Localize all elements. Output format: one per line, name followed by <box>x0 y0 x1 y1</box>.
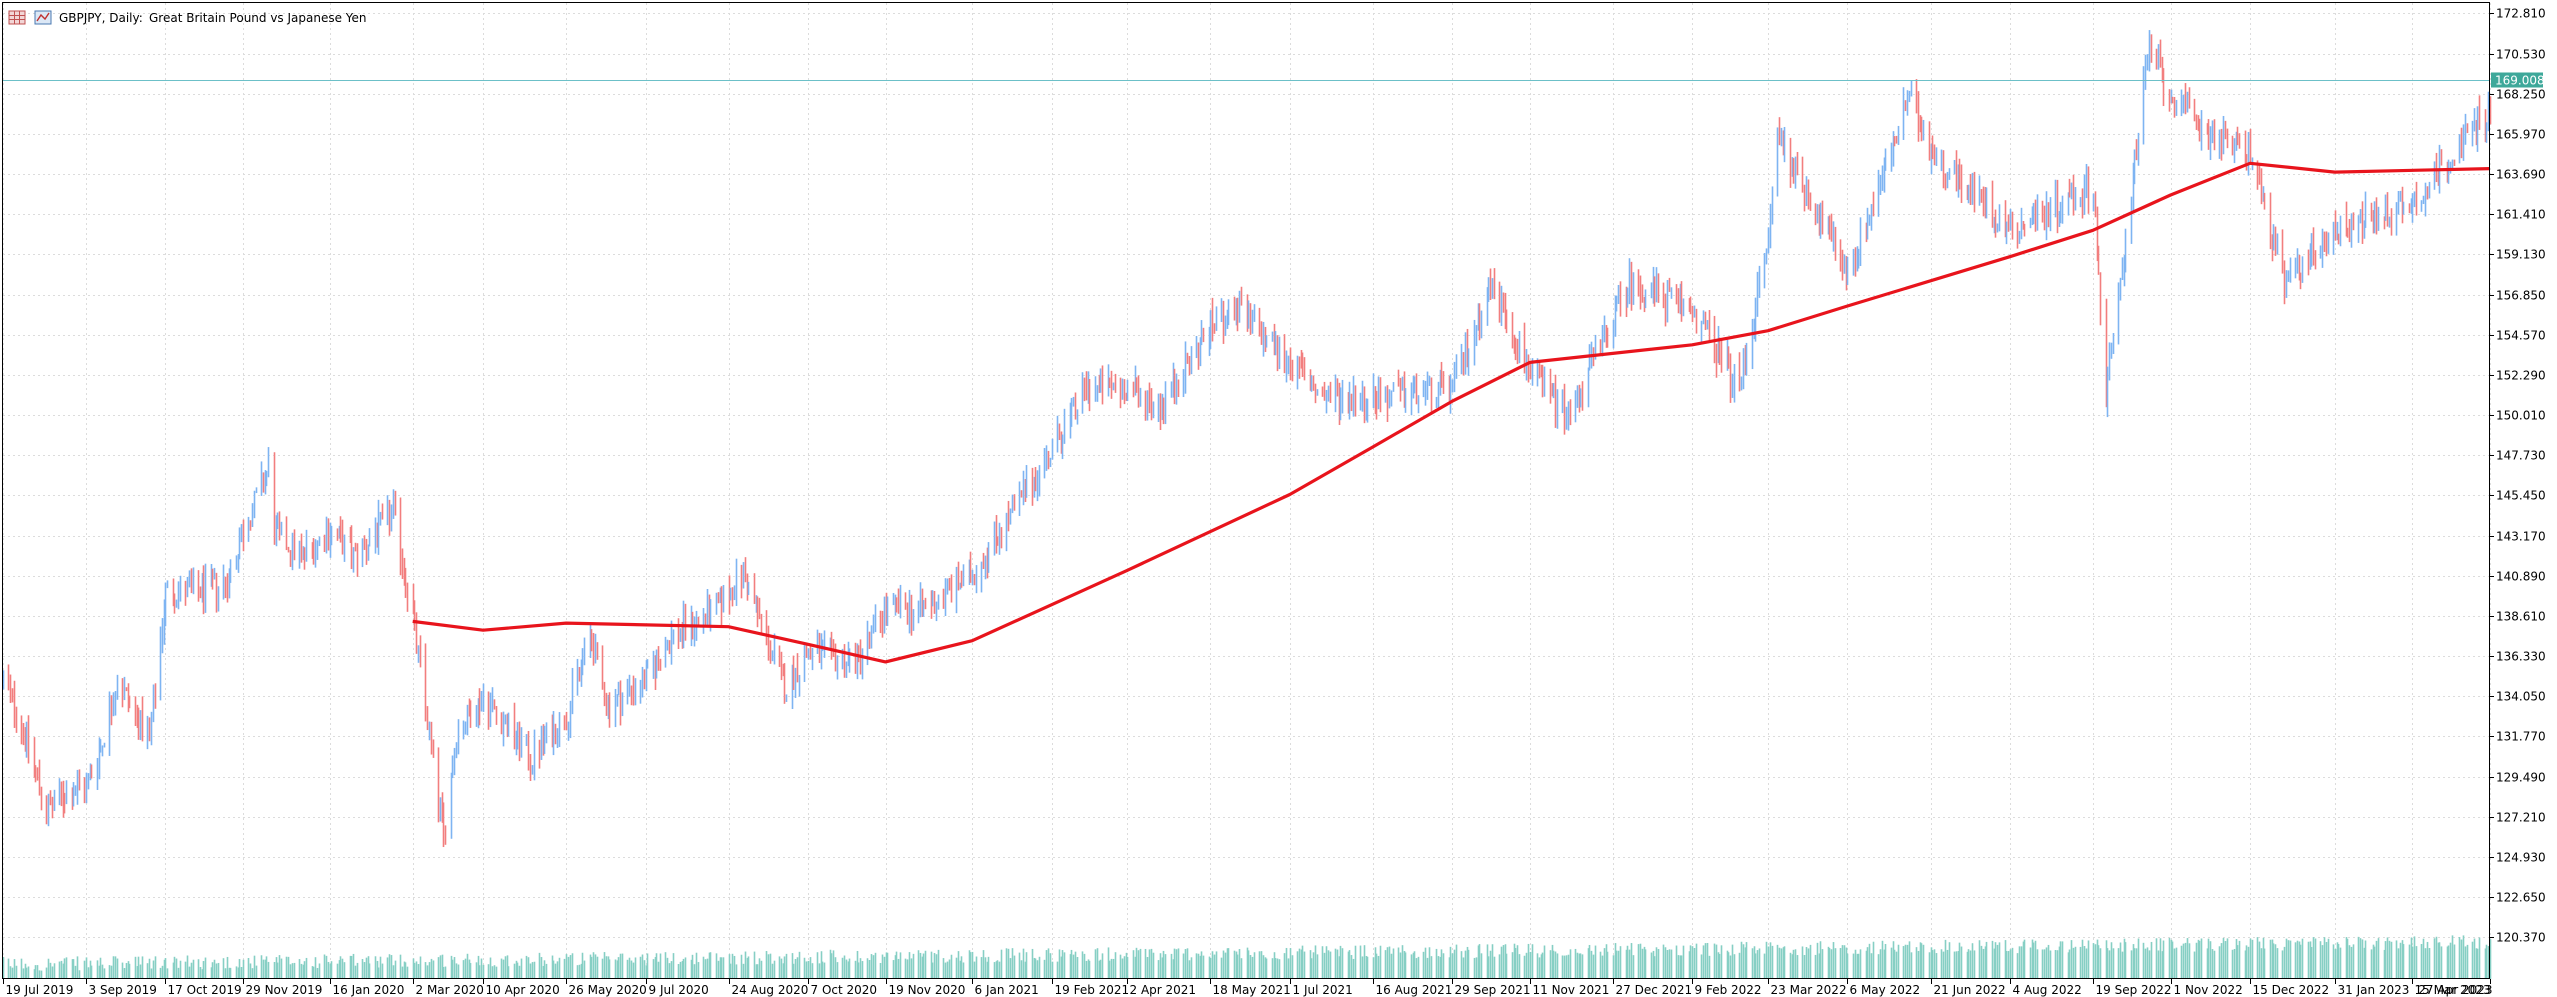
x-tick-label: 21 Jun 2022 <box>1934 983 2006 997</box>
y-tick-label: 134.050 <box>2496 690 2546 704</box>
x-tick-label: 16 Aug 2021 <box>1376 983 1453 997</box>
y-tick-label: 143.170 <box>2496 530 2546 544</box>
x-tick-label: 9 Feb 2022 <box>1695 983 1762 997</box>
x-tick-label: 19 Sep 2022 <box>2096 983 2172 997</box>
x-tick-label: 7 Oct 2020 <box>811 983 878 997</box>
y-tick-label: 159.130 <box>2496 248 2546 262</box>
volume-histogram <box>2 935 2492 979</box>
bid-price-tag: 169.008 <box>2491 72 2545 88</box>
y-tick-label: 170.530 <box>2496 48 2546 62</box>
y-tick-label: 168.250 <box>2496 88 2546 102</box>
y-tick-label: 145.450 <box>2496 489 2546 503</box>
price-bars <box>2 30 2492 848</box>
x-tick-label: 19 Nov 2020 <box>889 983 966 997</box>
y-tick-label: 140.890 <box>2496 570 2546 584</box>
x-tick-label: 2 Mar 2020 <box>416 983 484 997</box>
plot-frame <box>2 2 2490 979</box>
y-tick-label: 120.370 <box>2496 931 2546 945</box>
moving-average <box>412 161 2491 664</box>
x-tick-label: 3 Sep 2019 <box>89 983 157 997</box>
x-tick-label: 26 May 2020 <box>569 983 647 997</box>
y-tick-label: 154.570 <box>2496 329 2546 343</box>
x-tick-label: 31 Jan 2023 <box>2338 983 2410 997</box>
x-tick-label: 27 Apr 2023 <box>2418 983 2492 997</box>
x-tick-label: 10 Apr 2020 <box>486 983 560 997</box>
price-axis: 172.810 170.530 168.250 165.970 163.690 161.4… <box>2490 7 2546 945</box>
y-tick-label: 161.410 <box>2496 208 2546 222</box>
y-tick-label: 131.770 <box>2496 730 2546 744</box>
y-tick-label: 172.810 <box>2496 7 2546 21</box>
x-tick-label: 19 Feb 2021 <box>1055 983 1130 997</box>
x-tick-label: 15 Mar 2023 <box>2415 983 2491 997</box>
one-click-trading-icon[interactable] <box>34 10 52 25</box>
x-tick-label: 6 Jan 2021 <box>975 983 1039 997</box>
y-tick-label: 163.690 <box>2496 168 2546 182</box>
x-tick-label: 9 Jul 2020 <box>649 983 709 997</box>
y-tick-label: 138.610 <box>2496 610 2546 624</box>
x-tick-label: 18 May 2021 <box>1213 983 1291 997</box>
chart-properties-icon[interactable] <box>8 10 26 25</box>
x-tick-label: 16 Jan 2020 <box>333 983 405 997</box>
x-tick-label: 19 Jul 2019 <box>6 983 74 997</box>
y-tick-label: 129.490 <box>2496 771 2546 785</box>
x-tick-label: 17 Oct 2019 <box>168 983 242 997</box>
x-tick-label: 1 Jul 2021 <box>1293 983 1353 997</box>
x-tick-label: 24 Aug 2020 <box>732 983 809 997</box>
y-tick-label: 136.330 <box>2496 650 2546 664</box>
y-tick-label: 156.850 <box>2496 289 2546 303</box>
x-tick-label: 15 Dec 2022 <box>2253 983 2330 997</box>
time-axis: 19 Jul 2019 3 Sep 2019 17 Oct 2019 29 Nov 2… <box>3 979 2493 997</box>
x-tick-label: 29 Sep 2021 <box>1455 983 1531 997</box>
symbol-timeframe-label: GBPJPY, Daily: <box>59 11 143 25</box>
chart-title-bar: GBPJPY, Daily: Great Britain Pound vs Ja… <box>8 10 367 25</box>
x-tick-label: 27 Dec 2021 <box>1616 983 1693 997</box>
x-tick-label: 23 Mar 2022 <box>1771 983 1847 997</box>
y-tick-label: 152.290 <box>2496 369 2546 383</box>
x-tick-label: 4 Aug 2022 <box>2013 983 2082 997</box>
y-tick-label: 127.210 <box>2496 811 2546 825</box>
moving-average-line <box>412 161 2491 664</box>
x-tick-label: 11 Nov 2021 <box>1533 983 1610 997</box>
y-tick-label: 150.010 <box>2496 409 2546 423</box>
bid-price-label: 169.008 <box>2495 74 2545 88</box>
x-tick-label: 6 May 2022 <box>1850 983 1921 997</box>
bid-tag-background <box>2491 72 2543 88</box>
y-tick-label: 122.650 <box>2496 891 2546 905</box>
symbol-description-label: Great Britain Pound vs Japanese Yen <box>149 11 367 25</box>
x-tick-label: 2 Apr 2021 <box>1130 983 1197 997</box>
x-tick-label: 29 Nov 2019 <box>246 983 323 997</box>
x-tick-label: 1 Nov 2022 <box>2174 983 2243 997</box>
y-tick-label: 124.930 <box>2496 851 2546 865</box>
y-tick-label: 165.970 <box>2496 128 2546 142</box>
y-tick-label: 147.730 <box>2496 449 2546 463</box>
